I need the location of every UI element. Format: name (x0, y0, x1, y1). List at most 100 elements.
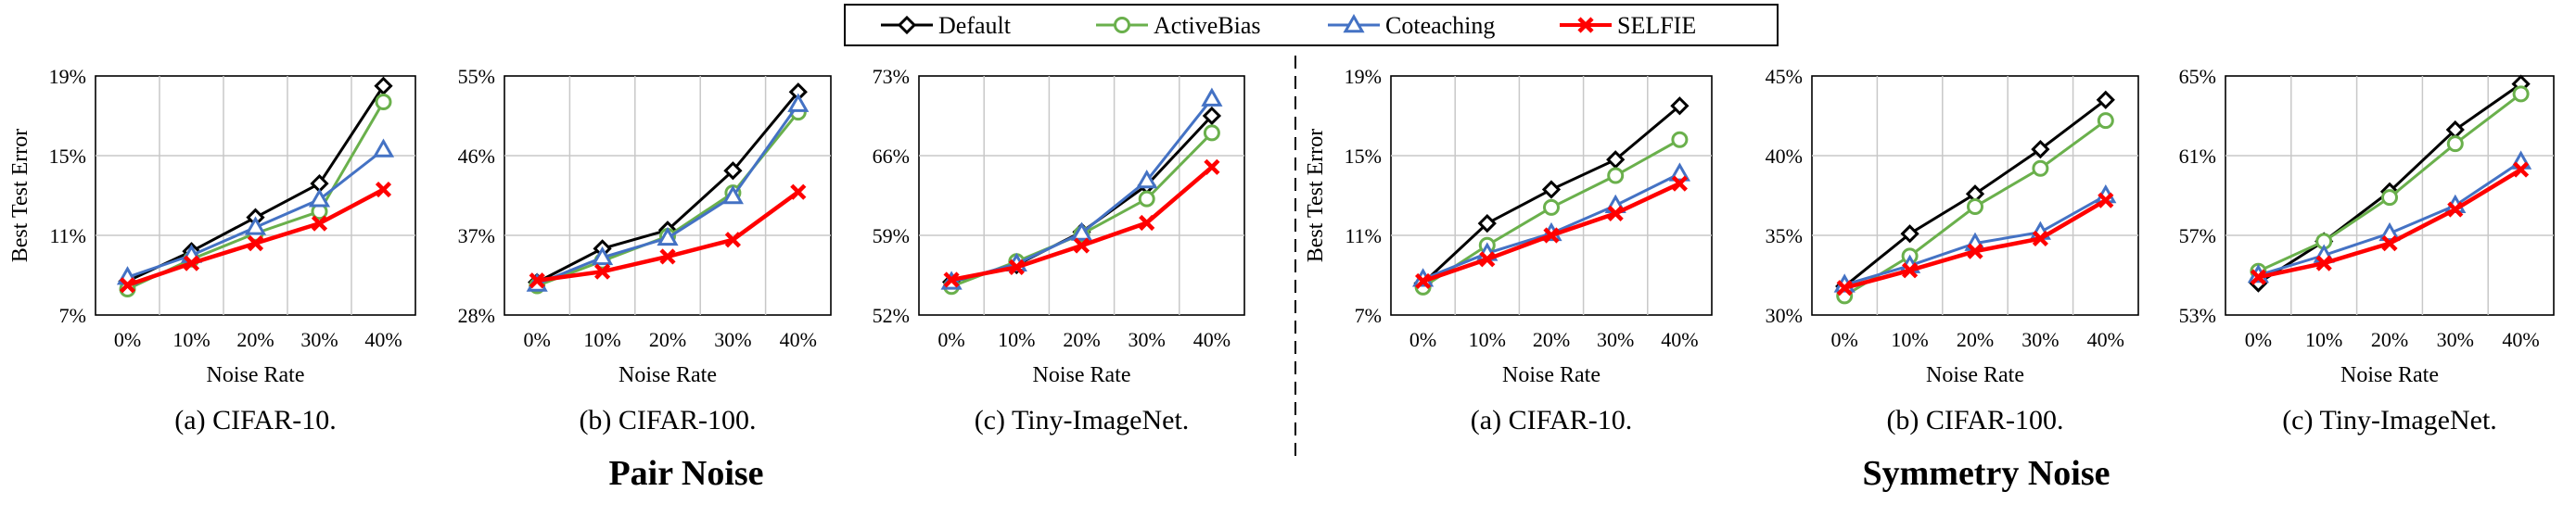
y-tick-label: 15% (1345, 145, 1382, 168)
y-tick-label: 59% (873, 224, 910, 247)
x-tick-label: 30% (714, 328, 751, 351)
point-selfie (1479, 251, 1496, 268)
point-selfie (1139, 214, 1155, 232)
legend-marker-default (897, 15, 917, 35)
point-selfie (943, 271, 960, 288)
plot-area (1811, 75, 2139, 316)
y-tick-label: 45% (1766, 65, 1803, 88)
point-selfie (1415, 272, 1432, 290)
point-coteaching (721, 184, 744, 205)
point-selfie (1836, 280, 1853, 296)
x-axis-label: Noise Rate (1502, 363, 1600, 387)
point-default (1202, 106, 1222, 126)
point-activebias (1607, 167, 1625, 184)
point-selfie (529, 272, 545, 289)
y-tick-label: 61% (2179, 145, 2216, 168)
point-selfie (594, 263, 611, 280)
point-selfie (1204, 158, 1220, 175)
point-activebias (1138, 190, 1155, 208)
x-tick-label: 10% (583, 328, 620, 351)
chart-caption: (c) Tiny-ImageNet. (975, 405, 1190, 435)
legend-marker-activebias (1114, 17, 1130, 33)
x-tick-label: 20% (236, 328, 274, 351)
y-tick-label: 66% (873, 145, 910, 168)
chart-2: 28% 37% 46% 55% 0% 10% 20% 30% 40% Noise Rate (b) … (458, 65, 832, 435)
x-tick-label: 20% (1063, 328, 1100, 351)
point-selfie (183, 255, 200, 271)
y-tick-label: 19% (1345, 65, 1382, 88)
point-selfie (119, 277, 136, 294)
series-line-coteaching (950, 97, 1214, 284)
point-default (2031, 139, 2050, 159)
y-axis-label: Best Test Error (1304, 129, 1328, 263)
point-activebias (1671, 131, 1689, 148)
point-selfie (2315, 255, 2332, 271)
legend-label-default: Default (938, 12, 1012, 39)
x-tick-label: 20% (649, 328, 686, 351)
point-selfie (724, 232, 741, 248)
point-default (1900, 224, 1919, 244)
x-tick-label: 0% (524, 328, 551, 351)
y-tick-label: 73% (873, 65, 910, 88)
chart-caption: (a) CIFAR-10. (174, 405, 336, 435)
point-selfie (1543, 227, 1560, 244)
y-tick-label: 28% (458, 304, 495, 327)
y-tick-label: 40% (1766, 145, 1803, 168)
y-tick-label: 55% (458, 65, 495, 88)
x-axis-label: Noise Rate (207, 363, 305, 387)
point-coteaching (2378, 221, 2401, 242)
point-default (2096, 90, 2115, 109)
plot-area (1390, 75, 1713, 316)
chart-caption: (a) CIFAR-10. (1471, 405, 1632, 435)
group-title-pair-noise: Pair Noise (608, 454, 763, 493)
x-tick-label: 40% (1193, 328, 1231, 351)
point-activebias (2381, 189, 2398, 207)
chart-1: 7% 11% 15% 19% 0% 10% 20% 30% 40% Noise Rate Best … (8, 65, 416, 435)
point-coteaching (1668, 162, 1690, 182)
point-selfie (659, 248, 676, 265)
point-coteaching (244, 216, 267, 235)
point-default (374, 76, 393, 95)
y-tick-label: 57% (2179, 224, 2216, 247)
x-tick-label: 0% (1409, 328, 1436, 351)
x-tick-label: 30% (2021, 328, 2059, 351)
point-selfie (311, 215, 328, 232)
point-default (1541, 180, 1562, 199)
y-tick-label: 30% (1766, 304, 1803, 327)
point-selfie (1607, 205, 1624, 221)
x-tick-label: 40% (780, 328, 817, 351)
series-line-activebias (126, 101, 385, 291)
y-tick-label: 11% (49, 224, 86, 247)
x-axis-label: Noise Rate (618, 363, 717, 387)
point-coteaching (1070, 221, 1093, 241)
x-tick-label: 20% (1957, 328, 1994, 351)
y-tick-label: 7% (1355, 304, 1382, 327)
plot-area (95, 75, 416, 316)
chart-caption: (b) CIFAR-100. (1886, 405, 2063, 435)
point-activebias (2032, 159, 2049, 177)
x-tick-label: 0% (937, 328, 964, 351)
x-tick-label: 20% (1533, 328, 1570, 351)
point-activebias (1203, 124, 1220, 142)
point-selfie (790, 183, 807, 200)
legend-marker-coteaching (1343, 13, 1365, 33)
point-default (1606, 150, 1626, 170)
chart-3: 52% 59% 66% 73% 0% 10% 20% 30% 40% Noise Rate (c) … (873, 65, 1245, 435)
plot-area (2225, 75, 2555, 316)
y-tick-label: 53% (2179, 304, 2216, 327)
legend-label-activebias: ActiveBias (1154, 12, 1261, 39)
point-selfie (2513, 161, 2530, 178)
y-tick-label: 15% (49, 145, 86, 168)
y-tick-label: 52% (873, 304, 910, 327)
legend-label-selfie: SELFIE (1617, 12, 1696, 39)
point-coteaching (1136, 170, 1158, 189)
x-tick-label: 30% (300, 328, 338, 351)
x-tick-label: 10% (998, 328, 1035, 351)
point-selfie (2250, 269, 2266, 285)
point-default (1670, 96, 1690, 116)
x-tick-label: 30% (1129, 328, 1166, 351)
point-selfie (1967, 243, 1983, 259)
point-selfie (2032, 230, 2048, 247)
y-tick-label: 35% (1766, 224, 1803, 247)
x-tick-label: 10% (172, 328, 210, 351)
